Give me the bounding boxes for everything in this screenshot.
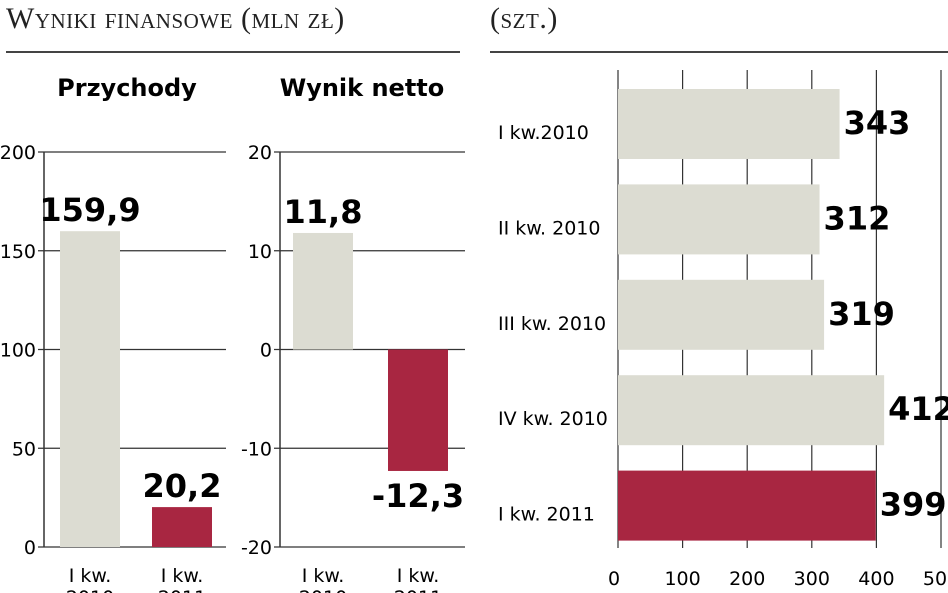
bar: [618, 375, 885, 446]
x-category-label: 2011: [394, 587, 442, 593]
y-tick-label: 0: [260, 340, 272, 362]
data-label: 319: [828, 295, 895, 333]
x-tick-label: 200: [729, 568, 765, 590]
bar: [618, 470, 876, 541]
y-category-label: III kw. 2010: [498, 313, 606, 335]
y-category-label: II kw. 2010: [498, 217, 600, 239]
y-tick-label: -10: [241, 438, 272, 460]
y-category-label: I kw.2010: [498, 122, 589, 144]
x-tick-label: 500: [923, 568, 948, 590]
y-tick-label: 50: [12, 438, 36, 460]
x-category-label: 2010: [66, 587, 114, 593]
left-title: Wyniki finansowe (mln zł): [6, 2, 345, 35]
data-label: 399: [880, 486, 947, 524]
bar: [618, 89, 840, 159]
x-tick-label: 100: [664, 568, 700, 590]
bar: [618, 279, 825, 350]
y-tick-label: 20: [248, 142, 272, 164]
x-tick-label: 400: [858, 568, 894, 590]
bar: [152, 507, 212, 547]
data-label: 412: [888, 390, 948, 428]
x-category-label: 2011: [158, 587, 206, 593]
data-label: 20,2: [143, 467, 222, 505]
x-tick-label: 0: [608, 568, 620, 590]
x-category-label: I kw.: [69, 565, 111, 587]
revenue-title: Przychody: [57, 74, 197, 102]
y-tick-label: 150: [0, 241, 36, 263]
bar: [388, 349, 448, 471]
right-title: (szt.): [490, 2, 558, 35]
net-result-title: Wynik netto: [280, 74, 445, 102]
right-title-rule: [490, 51, 948, 53]
y-tick-label: -20: [241, 537, 272, 559]
left-title-rule: [6, 51, 460, 53]
y-category-label: I kw. 2011: [498, 504, 595, 526]
data-label: 159,9: [39, 191, 140, 229]
x-category-label: 2010: [299, 587, 347, 593]
x-tick-label: 300: [794, 568, 830, 590]
bar: [618, 184, 820, 255]
data-label: 343: [844, 104, 911, 142]
y-tick-label: 10: [248, 241, 272, 263]
y-tick-label: 200: [0, 142, 36, 164]
x-category-label: I kw.: [161, 565, 203, 587]
data-label: 11,8: [284, 193, 363, 231]
x-category-label: I kw.: [302, 565, 344, 587]
y-tick-label: 100: [0, 340, 36, 362]
bar: [60, 231, 120, 547]
data-label: 312: [824, 199, 891, 237]
bar: [293, 232, 353, 350]
x-category-label: I kw.: [397, 565, 439, 587]
y-category-label: IV kw. 2010: [498, 408, 608, 430]
data-label: -12,3: [372, 477, 464, 515]
y-tick-label: 0: [24, 537, 36, 559]
